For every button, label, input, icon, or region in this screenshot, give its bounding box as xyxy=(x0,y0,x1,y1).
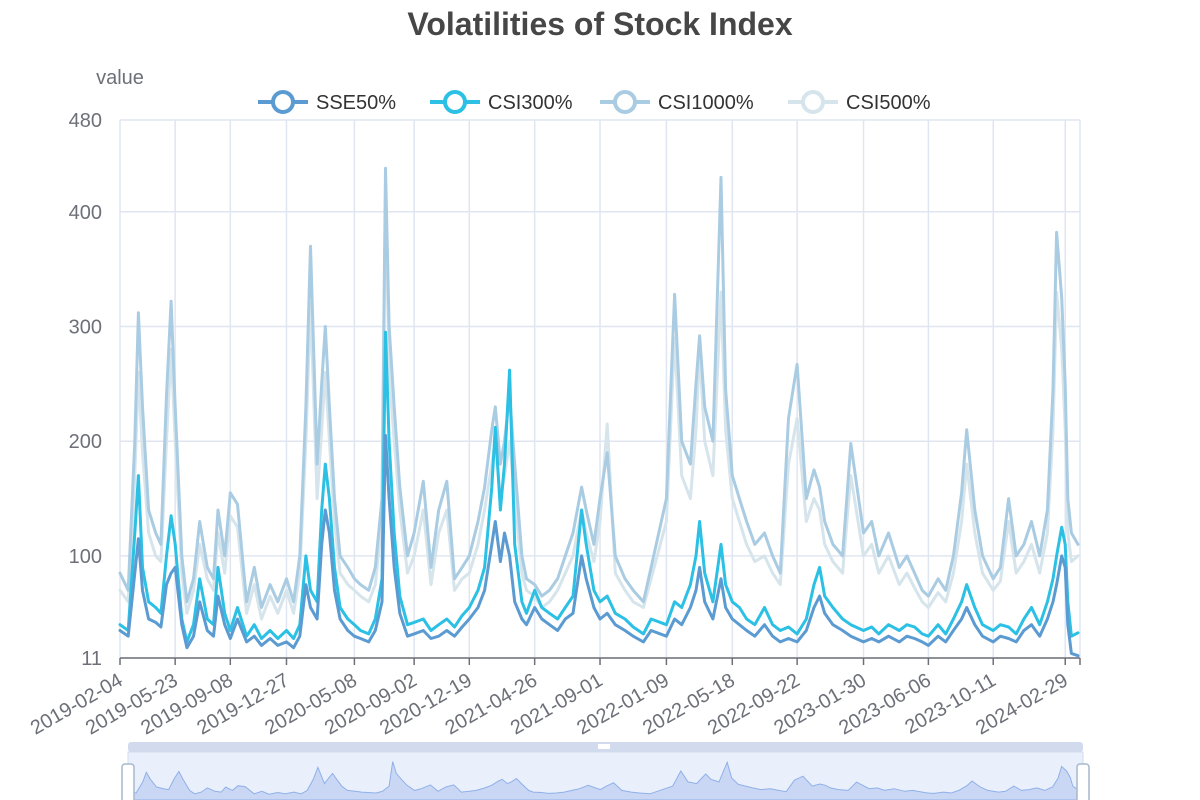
y-tick-label: 100 xyxy=(69,546,102,568)
legend-label: CSI300% xyxy=(488,92,573,114)
y-tick-label: 11 xyxy=(81,648,102,670)
y-tick-label: 300 xyxy=(69,316,102,338)
grid xyxy=(119,119,1081,659)
legend-label: SSE50% xyxy=(316,92,396,114)
datazoom-right-handle[interactable] xyxy=(1076,763,1090,800)
series-line-sse50 xyxy=(118,434,1080,658)
y-tick-label: 400 xyxy=(69,202,102,224)
chart-title: Volatilities of Stock Index xyxy=(407,6,793,42)
y-tick-label: 480 xyxy=(69,110,102,132)
legend[interactable]: SSE50% CSI300% CSI1000% CSI500% xyxy=(258,90,931,114)
datazoom-preview xyxy=(127,760,1084,800)
datazoom-grip-icon xyxy=(598,744,610,749)
legend-circle-icon xyxy=(801,90,825,114)
legend-label: CSI500% xyxy=(846,92,931,114)
datazoom-slider[interactable] xyxy=(121,742,1090,800)
series-line-csi300 xyxy=(118,330,1080,644)
legend-circle-icon xyxy=(443,90,467,114)
y-tick-label: 200 xyxy=(69,431,102,453)
legend-label: CSI1000% xyxy=(658,92,754,114)
legend-circle-icon xyxy=(271,90,295,114)
legend-item-csi300[interactable]: CSI300% xyxy=(430,90,573,114)
series-line-csi1000 xyxy=(118,166,1080,609)
legend-item-csi1000[interactable]: CSI1000% xyxy=(600,90,754,114)
legend-circle-icon xyxy=(613,90,637,114)
series-lines xyxy=(118,166,1080,658)
legend-item-sse50[interactable]: SSE50% xyxy=(258,90,396,114)
datazoom-left-handle[interactable] xyxy=(121,763,135,800)
series-line-csi500 xyxy=(118,187,1080,621)
legend-item-csi500[interactable]: CSI500% xyxy=(788,90,931,114)
y-axis-label: value xyxy=(96,67,144,89)
